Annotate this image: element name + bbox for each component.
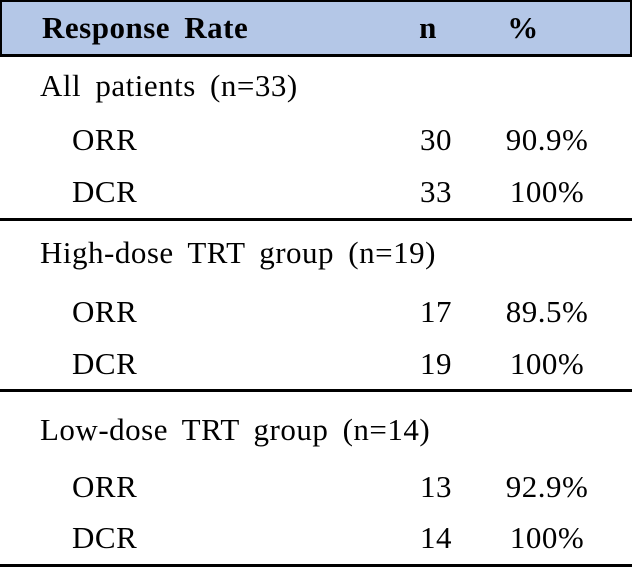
n-value: 33 [420, 173, 452, 209]
n-value: 17 [420, 293, 452, 329]
pct-value: 89.5% [505, 293, 589, 329]
table-section-all-patients: All patients (n=33) ORR 30 90.9% DCR 33 … [0, 57, 632, 218]
table-row: ORR 13 92.9% [0, 462, 632, 512]
group-header-row: Low-dose TRT group (n=14) [0, 392, 632, 462]
row-label: DCR [72, 520, 138, 555]
table-row: ORR 30 90.9% [0, 115, 632, 165]
n-value: 30 [420, 122, 452, 157]
table-section-high-dose: High-dose TRT group (n=19) ORR 17 89.5% … [0, 221, 632, 389]
group-label: All patients (n=33) [40, 68, 298, 103]
n-value: 13 [420, 469, 452, 504]
group-header-row: All patients (n=33) [0, 57, 632, 115]
table-bottom-border [0, 564, 632, 567]
table-section-low-dose: Low-dose TRT group (n=14) ORR 13 92.9% D… [0, 392, 632, 564]
table-header-row: Response Rate n % [0, 0, 632, 57]
pct-value: 100% [509, 173, 585, 209]
row-label: DCR [72, 173, 138, 209]
section-divider [0, 389, 632, 392]
group-header-row: High-dose TRT group (n=19) [0, 221, 632, 285]
table-row: ORR 17 89.5% [0, 285, 632, 338]
pct-value: 100% [509, 520, 585, 555]
section-divider [0, 218, 632, 221]
column-header-percent: % [507, 10, 539, 45]
pct-value: 92.9% [505, 469, 589, 504]
n-value: 19 [420, 345, 452, 381]
pct-value: 100% [509, 345, 585, 381]
row-label: ORR [72, 469, 138, 504]
group-label: High-dose TRT group (n=19) [40, 235, 436, 270]
column-header-response-rate: Response Rate [42, 10, 249, 45]
column-header-n: n [419, 10, 437, 45]
group-label: Low-dose TRT group (n=14) [40, 412, 431, 447]
row-label: ORR [72, 293, 138, 329]
row-label: DCR [72, 345, 138, 381]
table-row: DCR 14 100% [0, 512, 632, 564]
pct-value: 90.9% [505, 122, 589, 157]
table-row: DCR 19 100% [0, 338, 632, 389]
table-row: DCR 33 100% [0, 165, 632, 218]
row-label: ORR [72, 122, 138, 157]
n-value: 14 [420, 520, 452, 555]
